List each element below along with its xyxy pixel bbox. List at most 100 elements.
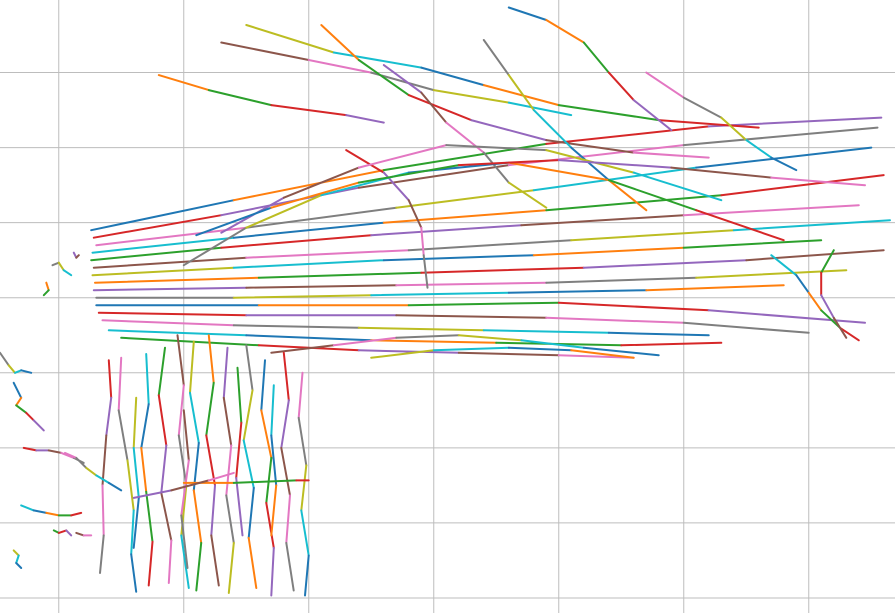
series-top-bundle-28-segment-1 — [282, 166, 360, 199]
series-top-bundle-16-segment-0 — [245, 24, 335, 54]
series-bottom-bundle-40-segment-1 — [260, 409, 273, 459]
series-top-bundle-5-segment-2 — [407, 239, 573, 252]
series-left-scatter-49-segment-2 — [14, 369, 23, 374]
series-top-bundle-15-segment-1 — [307, 59, 373, 74]
series-bottom-bundle-42-segment-2 — [300, 464, 308, 512]
series-bottom-bundle-31-segment-4 — [99, 534, 105, 574]
series-left-scatter-53-segment-0 — [20, 504, 35, 512]
series-bottom-bundle-33-segment-2 — [140, 446, 148, 493]
series-bottom-bundle-47-segment-1 — [232, 479, 298, 484]
series-top-bundle-9-segment-2 — [370, 291, 510, 297]
series-bottom-bundle-37-segment-3 — [210, 484, 216, 537]
series-bottom-bundle-46-segment-2 — [132, 496, 140, 549]
series-left-scatter-53-segment-1 — [32, 509, 48, 514]
series-top-bundle-29-segment-5 — [607, 179, 698, 212]
series-top-bundle-23-segment-1 — [795, 274, 810, 294]
series-top-bundle-25-segment-4 — [520, 339, 585, 349]
series-bottom-bundle-37-segment-1 — [205, 381, 215, 437]
series-top-bundle-16-segment-2 — [420, 66, 485, 87]
series-top-bundle-7-segment-4 — [745, 249, 885, 262]
series-bottom-bundle-37-segment-4 — [210, 534, 220, 587]
series-top-bundle-7-segment-3 — [582, 259, 748, 269]
series-left-scatter-59-segment-2 — [62, 269, 73, 277]
series-bottom-bundle-39-segment-2 — [242, 439, 255, 489]
series-top-bundle-23-segment-2 — [807, 291, 823, 312]
series-top-bundle-26-segment-2 — [507, 346, 573, 352]
series-top-bundle-17-segment-3 — [470, 119, 548, 142]
series-top-bundle-2-segment-1 — [245, 206, 398, 229]
series-top-bundle-30-segment-5 — [670, 166, 773, 179]
series-top-bundle-16-segment-4 — [557, 104, 660, 122]
series-top-bundle-23-segment-4 — [839, 326, 860, 342]
series-bottom-bundle-34-segment-0 — [157, 346, 166, 397]
series-top-bundle-25-segment-2 — [395, 334, 460, 339]
series-top-bundle-17-segment-2 — [407, 94, 473, 122]
series-left-scatter-51-segment-0 — [22, 446, 38, 452]
series-bottom-bundle-38-segment-1 — [222, 396, 233, 447]
series-top-bundle-8-segment-2 — [395, 281, 548, 287]
series-top-bundle-20-segment-2 — [582, 41, 610, 74]
series-left-scatter-53-segment-2 — [45, 511, 60, 517]
series-bottom-bundle-39-segment-0 — [245, 344, 254, 392]
series-top-bundle-29-segment-4 — [507, 161, 610, 182]
series-bottom-bundle-44-segment-0 — [236, 366, 243, 424]
series-top-bundle-8-segment-4 — [695, 269, 848, 279]
series-bottom-bundle-38-segment-0 — [222, 346, 229, 399]
series-left-scatter-59-segment-1 — [57, 261, 65, 272]
series-bottom-bundle-33-segment-1 — [140, 403, 150, 449]
series-top-bundle-13-segment-0 — [107, 329, 248, 337]
series-left-scatter-49-segment-3 — [20, 369, 33, 374]
series-bottom-bundle-31-segment-0 — [107, 359, 113, 399]
series-bottom-bundle-45-segment-1 — [180, 459, 190, 517]
series-top-bundle-2-segment-2 — [395, 189, 535, 209]
series-top-bundle-13-segment-4 — [620, 341, 723, 347]
series-bottom-bundle-48-segment-2 — [207, 471, 235, 482]
series-top-bundle-24-segment-3 — [832, 316, 848, 339]
series-bottom-bundle-34-segment-1 — [157, 394, 168, 447]
series-top-bundle-7-segment-2 — [420, 266, 585, 274]
series-top-bundle-23-segment-0 — [770, 254, 798, 277]
series-top-bundle-18-segment-0 — [382, 64, 423, 94]
series-top-bundle-9-segment-1 — [232, 294, 373, 299]
series-top-bundle-10-segment-4 — [707, 309, 866, 324]
series-top-bundle-22-segment-0 — [645, 71, 685, 99]
series-bottom-bundle-34-segment-2 — [160, 444, 168, 494]
series-left-scatter-54-segment-2 — [65, 529, 73, 537]
series-top-bundle-27-segment-1 — [207, 89, 273, 107]
series-top-bundle-25-segment-5 — [582, 346, 660, 357]
series-top-bundle-1-segment-4 — [682, 126, 879, 147]
series-top-bundle-14-segment-2 — [357, 349, 460, 354]
series-left-scatter-56-segment-1 — [15, 554, 20, 564]
series-bottom-bundle-42-segment-3 — [300, 509, 310, 557]
series-top-bundle-24-segment-0 — [820, 249, 835, 274]
series-top-bundle-29-segment-0 — [182, 226, 248, 267]
series-bottom-bundle-40-segment-4 — [270, 546, 275, 597]
series-top-bundle-3-segment-1 — [232, 221, 385, 239]
series-top-bundle-6-segment-3 — [532, 246, 685, 257]
series-left-scatter-50-segment-2 — [15, 404, 28, 414]
series-top-bundle-14-segment-4 — [557, 354, 635, 359]
series-top-bundle-25-segment-1 — [332, 336, 398, 347]
series-left-scatter-53-segment-4 — [70, 511, 83, 517]
series-top-bundle-10-segment-2 — [407, 301, 560, 307]
series-bottom-bundle-32-segment-2 — [126, 459, 135, 512]
series-bottom-bundle-38-segment-3 — [225, 494, 235, 544]
series-left-scatter-50-segment-0 — [12, 381, 23, 399]
series-top-bundle-22-segment-3 — [745, 139, 773, 159]
series-top-bundle-8-segment-1 — [245, 284, 398, 289]
series-top-bundle-4-segment-1 — [220, 234, 373, 249]
series-left-scatter-55-segment-0 — [75, 531, 85, 537]
series-bottom-bundle-44-segment-2 — [235, 476, 244, 537]
series-top-bundle-19-segment-0 — [482, 39, 510, 77]
series-top-bundle-15-segment-3 — [432, 89, 510, 104]
series-bottom-bundle-38-segment-2 — [225, 444, 233, 497]
series-bottom-bundle-37-segment-2 — [205, 434, 216, 487]
series-bottom-bundle-36-segment-1 — [189, 391, 200, 444]
series-top-bundle-7-segment-0 — [94, 276, 260, 284]
series-top-bundle-20-segment-3 — [607, 71, 635, 102]
series-top-bundle-17-segment-5 — [632, 151, 710, 159]
series-top-bundle-29-segment-6 — [695, 209, 785, 242]
series-top-bundle-9-segment-4 — [645, 284, 785, 292]
series-left-scatter-52-segment-2 — [85, 466, 98, 477]
series-top-bundle-14-segment-0 — [120, 336, 260, 347]
